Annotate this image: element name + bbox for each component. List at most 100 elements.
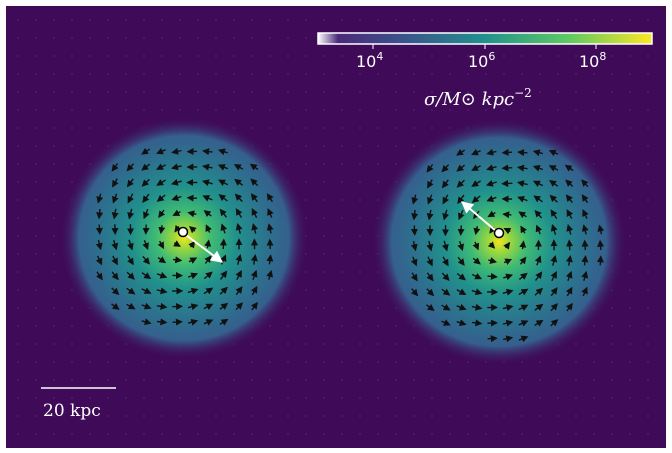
velocity-arrow [518,304,529,312]
velocity-arrow [233,164,244,171]
velocity-arrow [517,164,528,172]
grid-dot [179,109,181,111]
velocity-arrow [234,178,244,186]
velocity-arrow [427,194,434,205]
grid-dot [395,109,397,111]
velocity-arrow [566,209,574,219]
grid-dot [107,91,109,93]
grid-dot [251,379,253,381]
velocity-arrow [173,240,181,247]
grid-dot [575,19,577,21]
velocity-arrow [487,335,498,343]
grid-dot [359,253,361,255]
grid-dot [539,361,541,363]
velocity-arrow [219,238,227,250]
grid-dot [377,109,379,111]
grid-dot [323,127,325,129]
grid-dot [35,433,37,435]
grid-dot [53,289,55,291]
velocity-arrow [487,272,498,280]
grid-dot [377,91,379,93]
grid-dot [485,433,487,435]
velocity-arrow [187,318,199,326]
grid-dot [305,127,307,129]
grid-dot [647,217,649,219]
grid-dot [305,325,307,327]
grid-dot [521,55,523,57]
grid-dot [161,73,163,75]
velocity-arrow [142,255,151,265]
grid-dot [629,181,631,183]
grid-dot [89,379,91,381]
grid-dot [305,37,307,39]
grid-dot [611,415,613,417]
velocity-arrow [426,209,434,221]
grid-dot [503,109,505,111]
velocity-arrow [456,303,467,311]
grid-dot [395,127,397,129]
grid-dot [161,37,163,39]
grid-dot [557,415,559,417]
colorbar-tick-1e8: 108 [579,50,606,71]
colorbar-label: σ/M⊙ kpc−2 [424,86,532,110]
grid-dot [323,163,325,165]
grid-dot [251,397,253,399]
velocity-arrow [501,148,513,156]
grid-dot [467,397,469,399]
grid-dot [341,181,343,183]
grid-dot [359,163,361,165]
grid-dot [575,397,577,399]
grid-dot [647,307,649,309]
grid-dot [233,379,235,381]
velocity-arrow [95,255,103,266]
velocity-arrow [186,194,198,202]
grid-dot [89,415,91,417]
grid-dot [431,19,433,21]
velocity-arrow [250,254,258,265]
grid-dot [341,55,343,57]
grid-dot [449,73,451,75]
grid-dot [341,361,343,363]
grid-dot [539,91,541,93]
grid-dot [269,415,271,417]
grid-dot [539,55,541,57]
grid-dot [89,325,91,327]
velocity-arrow [96,193,104,204]
velocity-arrow [235,302,244,311]
velocity-arrow [516,180,528,188]
grid-dot [143,415,145,417]
grid-dot [305,55,307,57]
grid-dot [611,433,613,435]
grid-dot [395,361,397,363]
grid-dot [341,307,343,309]
velocity-field-right [410,148,605,343]
grid-dot [89,19,91,21]
velocity-arrow [204,255,212,264]
grid-dot [341,289,343,291]
colorbar-ticks [372,44,597,49]
velocity-arrow [441,303,451,311]
grid-dot [341,271,343,273]
grid-dot [35,235,37,237]
velocity-arrow [111,239,119,251]
grid-dot [305,91,307,93]
grid-dot [557,379,559,381]
velocity-arrow [173,256,183,264]
velocity-arrow [441,319,451,326]
grid-dot [35,361,37,363]
grid-dot [17,181,19,183]
grid-dot [611,55,613,57]
grid-dot [107,415,109,417]
grid-dot [593,397,595,399]
grid-dot [323,415,325,417]
grid-dot [557,19,559,21]
grid-dot [575,109,577,111]
grid-dot [71,127,73,129]
velocity-arrow [518,320,529,327]
grid-dot [287,73,289,75]
velocity-arrow [218,179,229,186]
grid-dot [629,361,631,363]
grid-dot [413,127,415,129]
velocity-arrow [596,255,604,266]
grid-dot [53,325,55,327]
